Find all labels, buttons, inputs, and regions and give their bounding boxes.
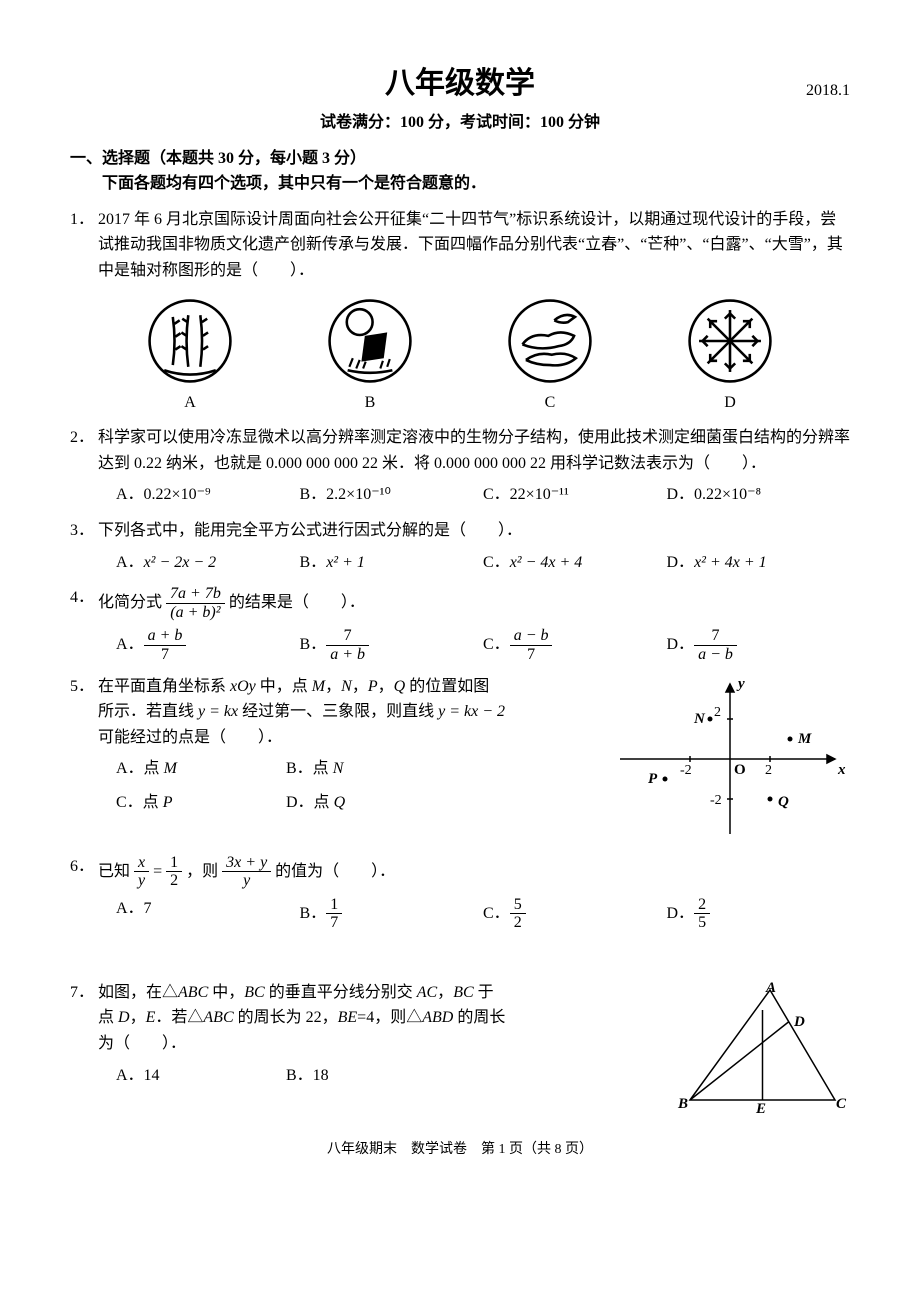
q1-label-b: B xyxy=(327,390,413,416)
q3-text: 下列各式中，能用完全平方公式进行因式分解的是（ ）． xyxy=(98,518,850,544)
svg-text:2: 2 xyxy=(714,705,721,720)
q2-opt-a: A．0.22×10⁻⁹ xyxy=(116,482,300,508)
svg-text:O: O xyxy=(734,762,746,778)
q1-number: 1． xyxy=(70,207,98,284)
svg-text:D: D xyxy=(793,1014,805,1030)
svg-text:-2: -2 xyxy=(680,763,692,778)
question-2: 2． 科学家可以使用冷冻显微术以高分辨率测定溶液中的生物分子结构，使用此技术测定… xyxy=(70,425,850,508)
q4-opt-b: B．7a + b xyxy=(300,627,484,663)
q6-opt-c: C．52 xyxy=(483,896,667,932)
q6-number: 6． xyxy=(70,854,98,890)
svg-text:y: y xyxy=(736,676,745,692)
q7-text: 如图，在△ABC 中，BC 的垂直平分线分别交 AC，BC 于 点 D，E．若△… xyxy=(98,980,670,1057)
svg-text:x: x xyxy=(837,762,846,778)
q6-opt-a: A．7 xyxy=(116,896,300,932)
section-1-sub: 下面各题均有四个选项，其中只有一个是符合题意的． xyxy=(102,171,850,197)
q3-opt-c: C．x² − 4x + 4 xyxy=(483,550,667,576)
q4-number: 4． xyxy=(70,585,98,621)
q2-text: 科学家可以使用冷冻显微术以高分辨率测定溶液中的生物分子结构，使用此技术测定细菌蛋… xyxy=(98,425,850,476)
page-footer: 八年级期末 数学试卷 第 1 页（共 8 页） xyxy=(70,1139,850,1161)
svg-text:E: E xyxy=(755,1101,766,1115)
q1-label-d: D xyxy=(687,390,773,416)
section-1-head: 一、选择题（本题共 30 分，每小题 3 分） xyxy=(70,146,850,172)
q1-label-c: C xyxy=(507,390,593,416)
question-5: 5． 在平面直角坐标系 xOy 中，点 M，N，P，Q 的位置如图 所示．若直线… xyxy=(70,674,850,844)
header: 八年级数学 2018.1 xyxy=(70,60,850,104)
q2-opt-c: C．22×10⁻¹¹ xyxy=(483,482,667,508)
q7-opt-a: A．14 xyxy=(116,1063,286,1089)
page-title: 八年级数学 xyxy=(70,60,850,108)
q2-opt-d: D．0.22×10⁻⁸ xyxy=(667,482,851,508)
q2-opt-b: B．2.2×10⁻¹⁰ xyxy=(300,482,484,508)
triangle-figure-icon: A B C D E xyxy=(670,980,850,1115)
bailu-icon xyxy=(507,298,593,384)
q6-text: 已知 xy = 12 ，则 3x + yy 的值为（ ）． xyxy=(98,854,850,890)
question-7: 7． 如图，在△ABC 中，BC 的垂直平分线分别交 AC，BC 于 点 D，E… xyxy=(70,980,850,1115)
svg-text:A: A xyxy=(765,980,776,996)
q1-images: A B C xyxy=(70,298,850,416)
q3-opt-b: B．x² + 1 xyxy=(300,550,484,576)
q4-opt-a: A．a + b7 xyxy=(116,627,300,663)
q3-opt-a: A．x² − 2x − 2 xyxy=(116,550,300,576)
exam-info: 试卷满分：100 分，考试时间：100 分钟 xyxy=(70,110,850,136)
q4-text: 化简分式 7a + 7b(a + b)² 的结果是（ ）． xyxy=(98,585,850,621)
svg-text:M: M xyxy=(797,731,812,747)
q5-opt-a: A．点 M xyxy=(116,756,286,782)
q5-number: 5． xyxy=(70,674,98,751)
q5-opt-d: D．点 Q xyxy=(286,790,456,816)
daxue-icon xyxy=(687,298,773,384)
svg-text:P: P xyxy=(648,771,658,787)
svg-text:2: 2 xyxy=(765,763,772,778)
q7-number: 7． xyxy=(70,980,98,1057)
q3-number: 3． xyxy=(70,518,98,544)
lichun-icon xyxy=(147,298,233,384)
svg-text:Q: Q xyxy=(778,794,789,810)
question-4: 4． 化简分式 7a + 7b(a + b)² 的结果是（ ）． A．a + b… xyxy=(70,585,850,663)
q2-number: 2． xyxy=(70,425,98,476)
coordinate-plane-icon: x y O M N P Q 2 -2 2 -2 xyxy=(610,674,850,844)
q5-opt-c: C．点 P xyxy=(116,790,286,816)
exam-date: 2018.1 xyxy=(806,78,850,104)
q4-opt-c: C．a − b7 xyxy=(483,627,667,663)
mangzhong-icon xyxy=(327,298,413,384)
q6-opt-d: D．25 xyxy=(667,896,851,932)
question-1: 1． 2017 年 6 月北京国际设计周面向社会公开征集“二十四节气”标识系统设… xyxy=(70,207,850,415)
svg-text:N: N xyxy=(693,711,706,727)
svg-text:C: C xyxy=(836,1096,847,1112)
q7-opt-b: B．18 xyxy=(286,1063,456,1089)
q3-opt-d: D．x² + 4x + 1 xyxy=(667,550,851,576)
question-6: 6． 已知 xy = 12 ，则 3x + yy 的值为（ ）． A．7 B．1… xyxy=(70,854,850,932)
q5-opt-b: B．点 N xyxy=(286,756,456,782)
q4-opt-d: D．7a − b xyxy=(667,627,851,663)
q1-label-a: A xyxy=(147,390,233,416)
q1-text: 2017 年 6 月北京国际设计周面向社会公开征集“二十四节气”标识系统设计，以… xyxy=(98,207,850,284)
q5-text: 在平面直角坐标系 xOy 中，点 M，N，P，Q 的位置如图 所示．若直线 y … xyxy=(98,674,610,751)
svg-text:B: B xyxy=(677,1096,688,1112)
question-3: 3． 下列各式中，能用完全平方公式进行因式分解的是（ ）． A．x² − 2x … xyxy=(70,518,850,575)
svg-text:-2: -2 xyxy=(710,793,722,808)
q6-opt-b: B．17 xyxy=(300,896,484,932)
